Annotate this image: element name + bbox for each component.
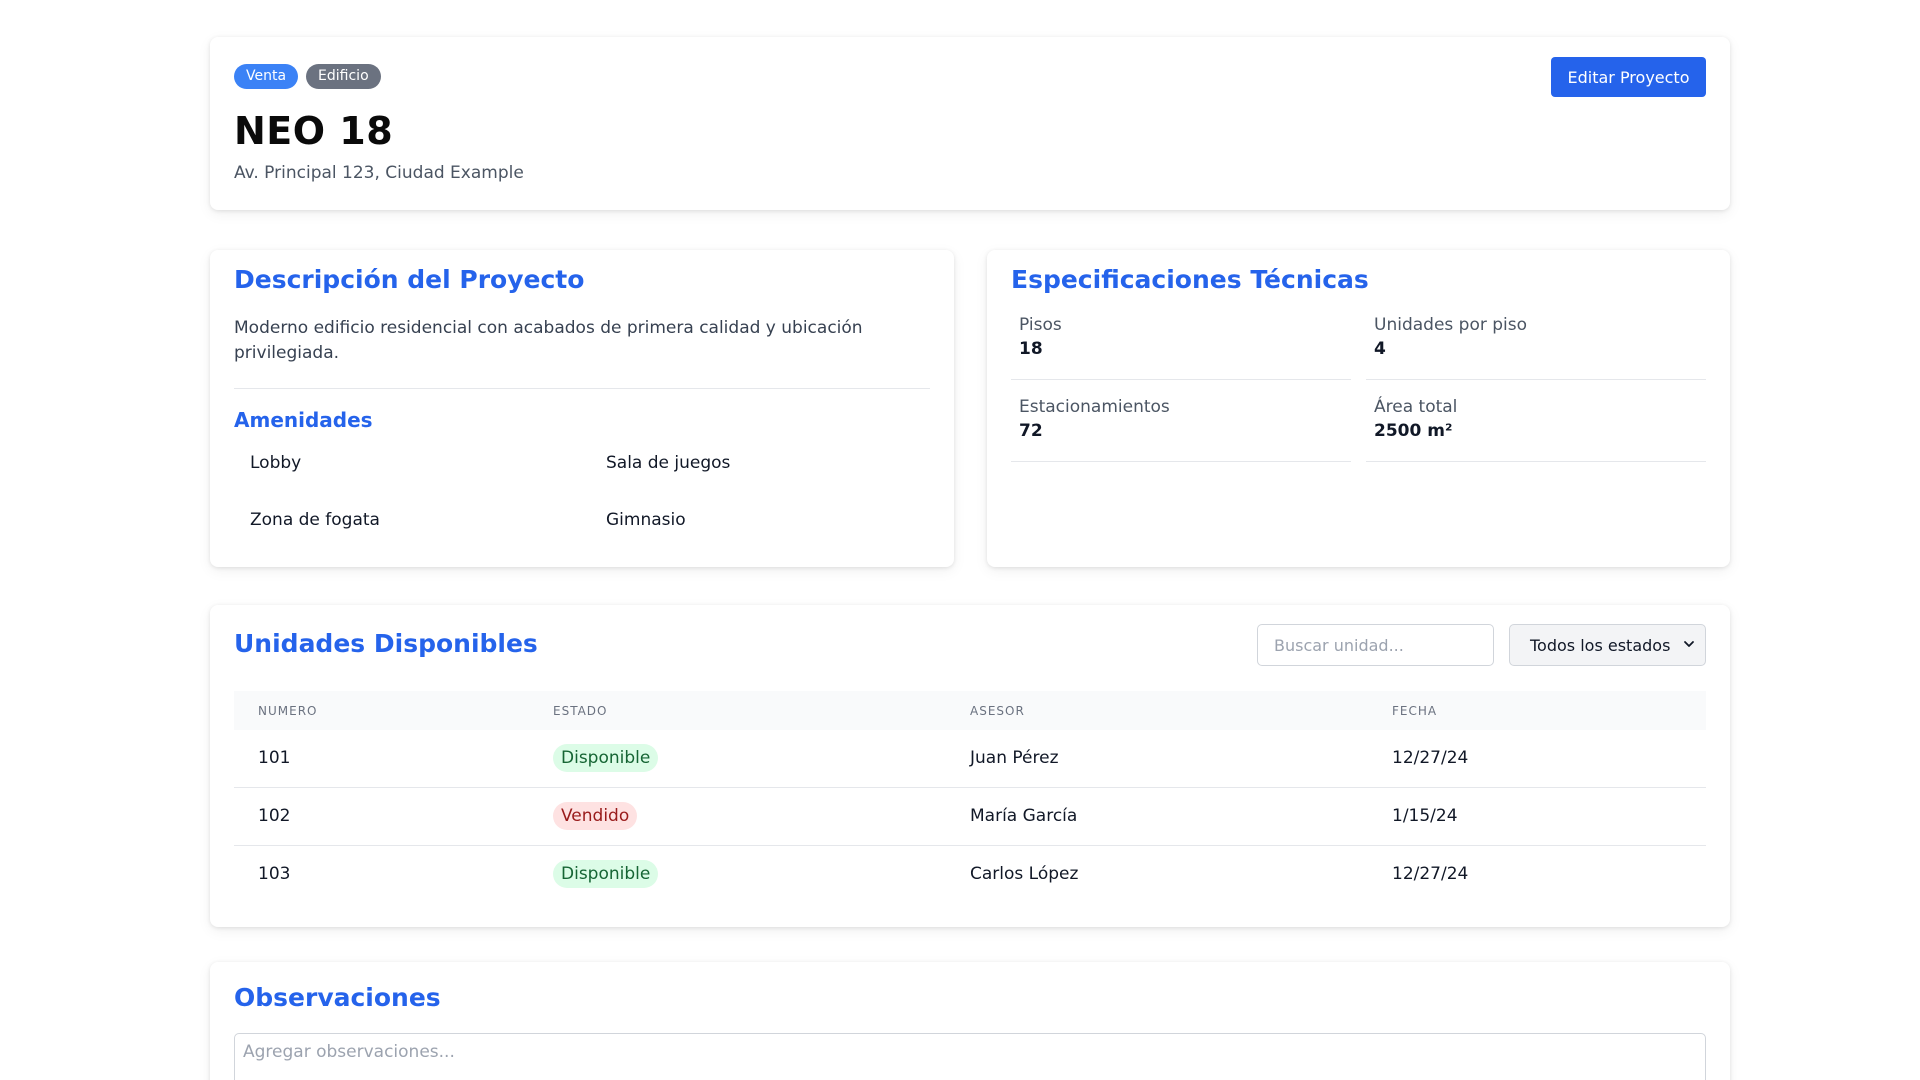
observations-textarea[interactable]: [234, 1033, 1706, 1080]
spec-floors: Pisos 18: [1011, 306, 1351, 380]
edit-project-button[interactable]: Editar Proyecto: [1551, 57, 1706, 97]
units-table-header: NUMERO ESTADO ASESOR FECHA: [234, 691, 1706, 730]
description-title: Descripción del Proyecto: [234, 265, 585, 294]
spec-value: 2500 m²: [1374, 421, 1453, 441]
units-title: Unidades Disponibles: [234, 629, 538, 658]
table-row[interactable]: 102 Vendido María García 1/15/24: [234, 788, 1706, 846]
amenity-item: Zona de fogata: [250, 510, 380, 530]
spec-units-per-floor: Unidades por piso 4: [1366, 306, 1706, 380]
column-header-fecha: FECHA: [1392, 704, 1438, 718]
unit-number: 103: [258, 864, 291, 884]
description-text: Moderno edificio residencial con acabado…: [234, 318, 863, 363]
spec-value: 4: [1374, 339, 1386, 359]
project-address: Av. Principal 123, Ciudad Example: [234, 163, 524, 183]
badge-property-type: Edificio: [306, 64, 381, 89]
unit-search-input[interactable]: [1257, 624, 1494, 666]
divider: [234, 388, 930, 389]
unit-number: 102: [258, 806, 291, 826]
spec-label: Unidades por piso: [1374, 315, 1528, 335]
observations-title: Observaciones: [234, 983, 441, 1012]
spec-parking: Estacionamientos 72: [1011, 388, 1351, 462]
table-row[interactable]: 101 Disponible Juan Pérez 12/27/24: [234, 730, 1706, 788]
table-row[interactable]: 103 Disponible Carlos López 12/27/24: [234, 846, 1706, 904]
column-header-asesor: ASESOR: [970, 704, 1025, 718]
unit-date: 1/15/24: [1392, 806, 1458, 826]
unit-advisor: María García: [970, 806, 1078, 826]
spec-value: 72: [1019, 421, 1043, 441]
spec-label: Pisos: [1019, 315, 1062, 335]
specs-card: Especificaciones Técnicas Pisos 18 Unida…: [987, 250, 1730, 567]
spec-total-area: Área total 2500 m²: [1366, 388, 1706, 462]
column-header-estado: ESTADO: [553, 704, 608, 718]
status-filter-value: Todos los estados: [1530, 636, 1671, 655]
unit-number: 101: [258, 748, 291, 768]
project-badges: Venta Edificio: [234, 64, 381, 89]
amenity-item: Lobby: [250, 453, 302, 473]
amenities-title: Amenidades: [234, 408, 373, 432]
chevron-down-icon: [1684, 641, 1694, 647]
project-title: NEO 18: [234, 109, 394, 153]
amenity-item: Gimnasio: [606, 510, 686, 530]
spec-label: Área total: [1374, 397, 1458, 417]
units-card: Unidades Disponibles Todos los estados N…: [210, 605, 1730, 927]
unit-date: 12/27/24: [1392, 864, 1469, 884]
status-filter-select[interactable]: Todos los estados: [1509, 624, 1706, 666]
status-badge: Disponible: [553, 860, 659, 888]
amenity-item: Sala de juegos: [606, 453, 731, 473]
observations-card: Observaciones: [210, 962, 1730, 1080]
spec-value: 18: [1019, 339, 1043, 359]
specs-title: Especificaciones Técnicas: [1011, 265, 1369, 294]
status-badge: Vendido: [553, 802, 638, 830]
spec-label: Estacionamientos: [1019, 397, 1170, 417]
unit-advisor: Juan Pérez: [970, 748, 1059, 768]
unit-date: 12/27/24: [1392, 748, 1469, 768]
project-header-card: Venta Edificio NEO 18 Av. Principal 123,…: [210, 37, 1730, 210]
description-card: Descripción del Proyecto Moderno edifici…: [210, 250, 954, 567]
column-header-numero: NUMERO: [258, 704, 318, 718]
status-badge: Disponible: [553, 744, 659, 772]
badge-operation: Venta: [234, 64, 299, 89]
unit-advisor: Carlos López: [970, 864, 1079, 884]
